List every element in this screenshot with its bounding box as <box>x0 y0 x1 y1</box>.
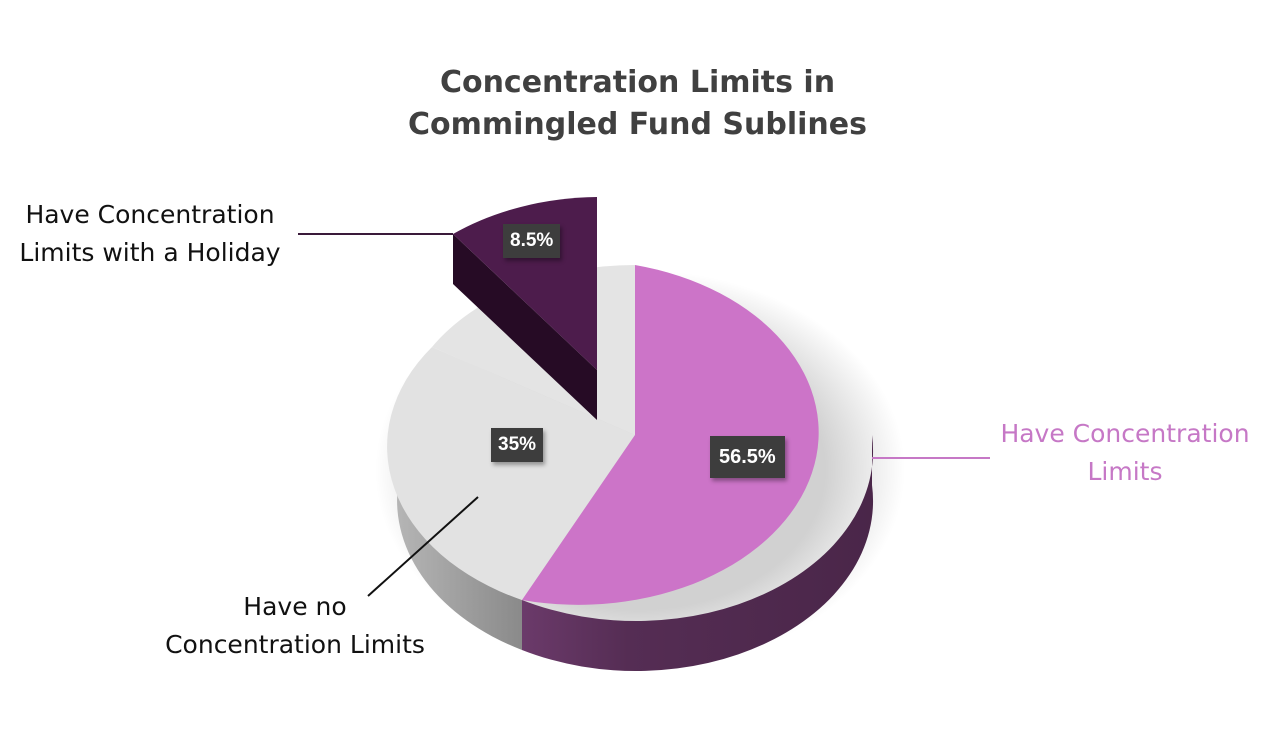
category-label-holiday: Have Concentration Limits with a Holiday <box>0 196 300 272</box>
category-label-have-limits-line-2: Limits <box>1087 457 1163 486</box>
category-label-no-limits: Have no Concentration Limits <box>130 588 460 664</box>
slice-holiday <box>453 197 597 370</box>
chart-title: Concentration Limits in Commingled Fund … <box>0 62 1275 146</box>
category-label-no-limits-line-2: Concentration Limits <box>165 630 425 659</box>
leader-line-no-limits <box>367 496 479 597</box>
slice-no-limits[interactable] <box>387 347 635 600</box>
category-label-holiday-line-1: Have Concentration <box>25 200 275 229</box>
slice-holiday-side <box>453 234 597 420</box>
slice-have-limits-side <box>522 435 874 671</box>
slice-have-limits[interactable] <box>522 265 819 605</box>
chart-title-line-2: Commingled Fund Sublines <box>407 107 867 142</box>
data-label-holiday: 8.5% <box>503 224 561 258</box>
data-label-have-limits: 56.5% <box>710 436 785 478</box>
category-label-have-limits: Have Concentration Limits <box>975 415 1275 491</box>
slice-no-limits-side <box>397 435 522 650</box>
slice-holiday-group[interactable] <box>453 197 597 420</box>
chart-title-line-1: Concentration Limits in <box>439 65 836 100</box>
category-label-holiday-line-2: Limits with a Holiday <box>19 238 281 267</box>
category-label-have-limits-line-1: Have Concentration <box>1000 419 1250 448</box>
category-label-no-limits-line-1: Have no <box>243 592 347 621</box>
data-label-no-limits: 35% <box>491 428 544 462</box>
